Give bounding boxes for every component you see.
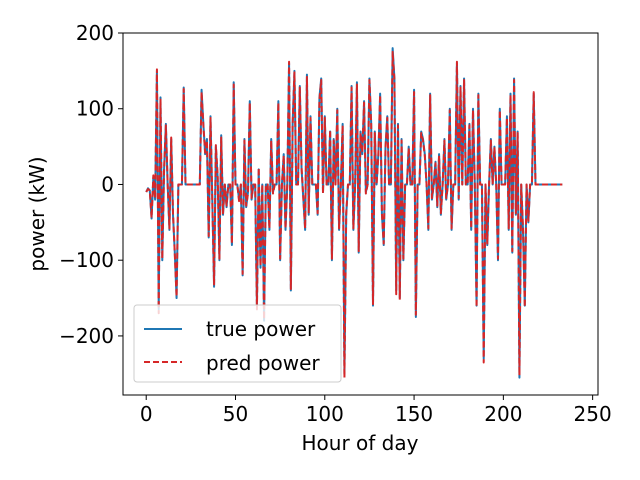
- y-tick-label: 200: [76, 21, 114, 45]
- series-line-pred-power: [145, 50, 563, 379]
- x-axis-label: Hour of day: [302, 431, 419, 455]
- x-tick-label: 200: [484, 402, 522, 426]
- x-tick-label: 0: [140, 402, 153, 426]
- legend-box: [133, 304, 342, 383]
- x-tick-label: 100: [306, 402, 344, 426]
- x-tick-label: 250: [574, 402, 612, 426]
- y-tick-label: 100: [76, 97, 114, 121]
- legend-label-true-power: true power: [206, 317, 316, 341]
- y-tick-label: −200: [59, 324, 114, 348]
- y-tick-label: −100: [59, 248, 114, 272]
- x-tick-label: 150: [395, 402, 433, 426]
- y-tick-label: 0: [101, 172, 114, 196]
- series-layer: [145, 47, 563, 379]
- x-axis-ticks: 0 50 100 150 200 250: [140, 395, 612, 426]
- axes-frame: [122, 32, 599, 396]
- legend-label-pred-power: pred power: [206, 351, 320, 375]
- y-axis-ticks: −200 −100 0 100 200: [59, 21, 123, 348]
- y-axis-label: power (kW): [25, 156, 49, 271]
- x-tick-label: 50: [223, 402, 248, 426]
- legend: true power pred power: [133, 304, 342, 383]
